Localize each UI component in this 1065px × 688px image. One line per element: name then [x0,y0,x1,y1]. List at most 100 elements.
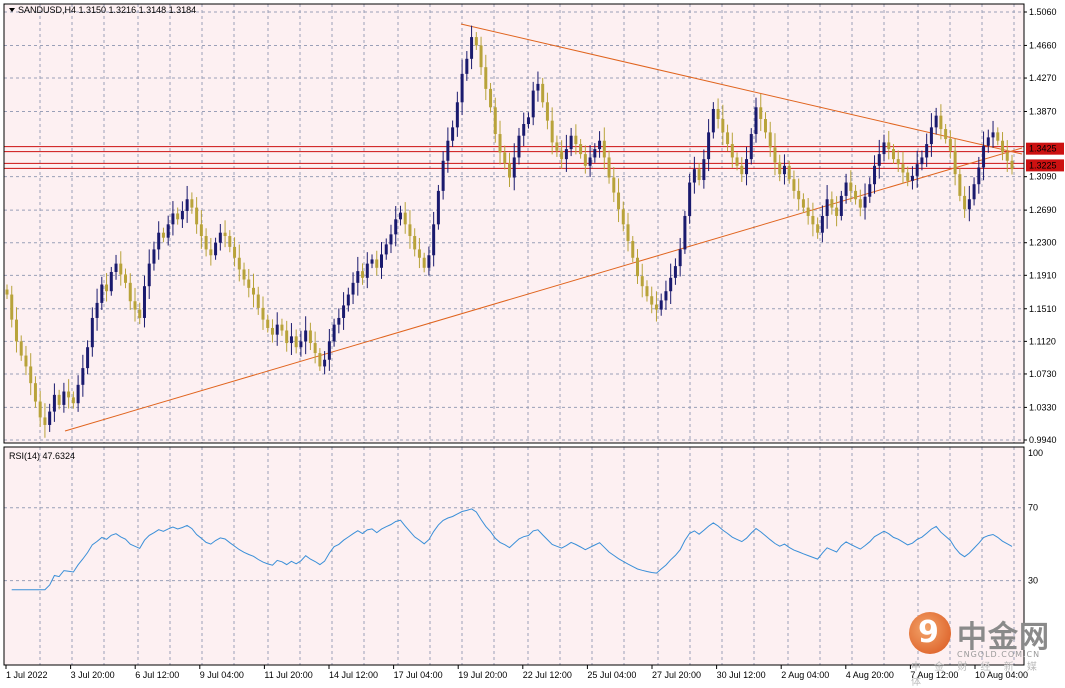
watermark-subtitle: 中 金 财 经 新 媒 体 [911,662,1042,688]
candle-body [361,271,365,278]
candle-body [678,249,682,267]
candle-body [43,417,47,425]
candle-body [105,284,109,292]
dropdown-triangle-icon [9,8,15,12]
candle-body [745,159,749,175]
candle-body [782,165,786,175]
candle-body [716,108,720,119]
candle-body [541,83,545,103]
candle-body [285,330,289,344]
time-label: 25 Jul 04:00 [587,670,636,680]
time-label: 30 Jul 12:00 [717,670,766,680]
candle-body [503,152,507,164]
candle-body [403,212,407,225]
candle-body [214,242,218,256]
candle-body [432,224,436,256]
candle-body [631,241,635,258]
candle-body [536,83,540,91]
candle-body [550,120,554,143]
candle-body [398,212,402,220]
candle-body [763,119,767,133]
candle-body [29,366,33,384]
candle-body [19,341,23,356]
candle-body [323,359,327,367]
candle-body [195,207,199,225]
price-chart-area[interactable] [4,4,1024,443]
candle-body [579,144,583,155]
candle-body [417,249,421,258]
candle-body [986,137,990,146]
candle-body [640,276,644,287]
candle-body [114,263,118,272]
candle-body [621,209,625,225]
candle-body [873,165,877,185]
candle-body [569,135,573,150]
time-label: 22 Jul 12:00 [523,670,572,680]
candle-body [133,301,137,310]
candle-body [52,394,56,412]
candle-body [792,179,796,191]
candle-body [963,195,967,210]
grid-lines [4,4,1024,665]
candle-body [318,353,322,367]
rsi-series [11,508,1013,591]
candle-body [830,199,834,208]
time-label: 9 Jul 04:00 [200,670,244,680]
candle-body [237,257,241,270]
candle-body [484,67,488,89]
candle-body [896,159,900,165]
candle-body [275,324,279,335]
candle-body [901,164,905,173]
rsi-title: RSI(14) 47.6324 [9,451,75,461]
candle-body [218,232,222,243]
time-axis: 1 Jul 2022 3 Jul 20:00 6 Jul 12:00 9 Jul 04… [5,665,1028,680]
candle-body [380,254,384,268]
candle-body [512,157,516,178]
candle-body [863,196,867,208]
candle-body [707,132,711,160]
candle-body [811,215,815,225]
candle-body [664,291,668,301]
candle-body [441,160,445,191]
candle-body [166,224,170,238]
candle-body [223,232,227,237]
candle-body [157,232,161,250]
candle-body [474,37,478,46]
candle-body [233,246,237,258]
price-label: 1.3090 [1029,172,1057,182]
candle-body [455,102,459,128]
candle-body [749,134,753,160]
trend-lines[interactable] [64,23,1023,432]
candle-body [152,249,156,264]
candle-body [929,127,933,145]
candle-body [991,132,995,138]
candle-body [593,149,597,158]
candle-body [342,305,346,318]
price-label: 1.4270 [1029,73,1057,83]
time-label: 1 Jul 2022 [6,670,48,680]
candle-body [967,199,971,210]
candle-body [721,119,725,133]
rsi-panel-area[interactable] [4,447,1024,665]
price-label: 1.1120 [1029,336,1056,346]
descending-trend-line [460,23,1023,155]
candle-body [688,182,692,216]
candle-body [451,127,455,141]
candle-body [948,139,952,151]
candle-body [356,271,360,283]
candle-body [711,108,715,133]
price-label: 1.2690 [1029,205,1057,215]
candle-body [806,207,810,216]
candle-body [702,159,706,181]
candle-body [650,296,654,305]
candle-body [697,169,701,181]
candle-body [1010,160,1014,170]
candle-body [545,102,549,121]
price-marker [1026,159,1064,172]
candle-body [337,317,341,325]
candle-body [816,224,820,233]
price-label: 1.4660 [1029,40,1057,50]
candle-body [740,165,744,175]
candle-body [76,384,80,404]
